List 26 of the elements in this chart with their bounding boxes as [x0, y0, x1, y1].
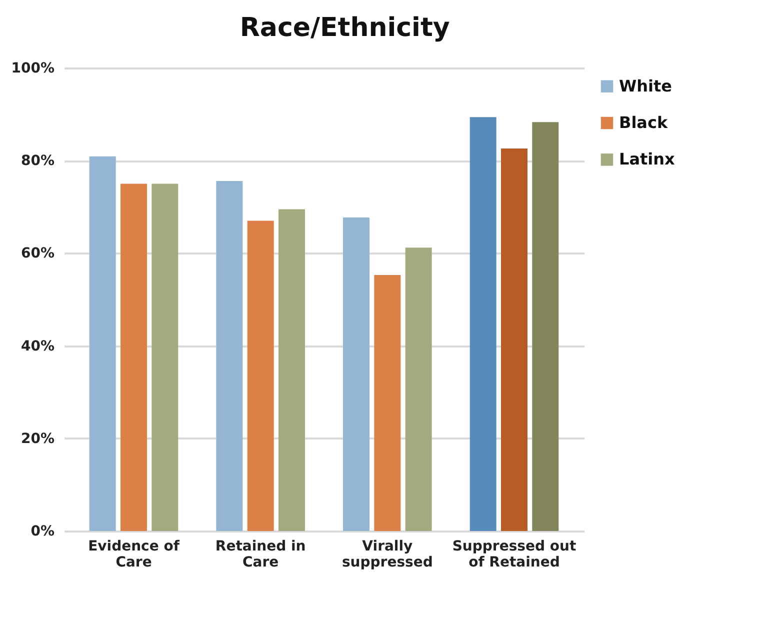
- bar: [532, 122, 559, 531]
- chart-title: Race/Ethnicity: [240, 13, 450, 43]
- bar: [374, 274, 401, 531]
- bar: [89, 156, 116, 531]
- bar: [152, 184, 178, 531]
- bar: [405, 248, 432, 531]
- x-tick-label: Suppressed out of Retained: [452, 538, 576, 570]
- bar: [470, 117, 496, 531]
- bar: [278, 209, 305, 531]
- y-tick-label: 20%: [20, 430, 54, 447]
- y-tick-label: 80%: [20, 153, 54, 170]
- bar: [120, 184, 147, 531]
- legend-label: Black: [619, 113, 668, 132]
- bar: [216, 180, 243, 531]
- y-tick-label: 40%: [20, 338, 54, 354]
- bar: [343, 218, 370, 531]
- y-tick-label: 60%: [20, 246, 54, 262]
- bar: [501, 148, 528, 531]
- legend-label: Latinx: [619, 150, 676, 169]
- x-tick-label: Retained in Care: [215, 538, 306, 570]
- y-tick-label: 0%: [30, 524, 54, 540]
- x-tick-label: Virally suppressed: [342, 538, 433, 570]
- bar: [247, 220, 274, 531]
- x-tick-label: Evidence of Care: [88, 538, 180, 570]
- y-tick-label: 100%: [11, 60, 54, 76]
- legend-label: White: [619, 76, 672, 96]
